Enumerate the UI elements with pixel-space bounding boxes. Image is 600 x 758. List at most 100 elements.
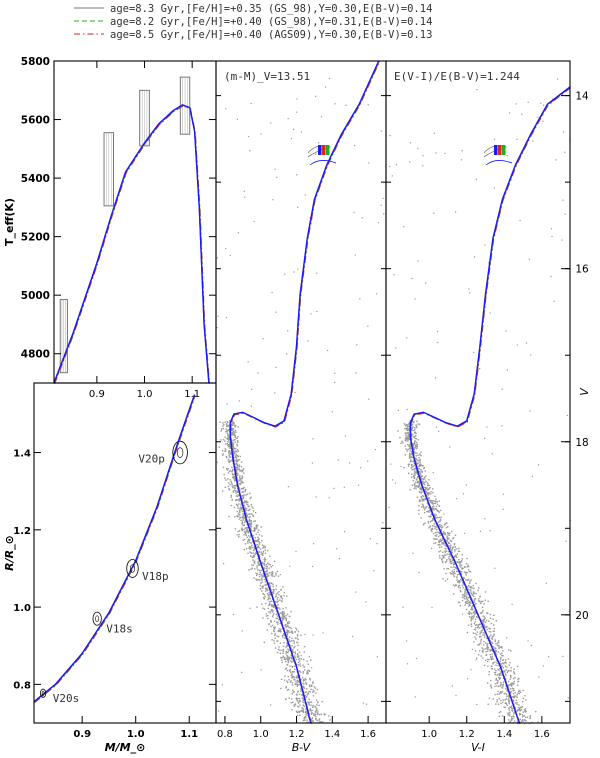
star-point <box>236 464 239 466</box>
star-point <box>258 547 260 549</box>
star-point <box>235 495 238 497</box>
star-point <box>275 600 277 603</box>
star-point <box>448 557 450 560</box>
star-point <box>509 678 512 680</box>
star-point <box>512 693 515 695</box>
star-point <box>419 464 421 466</box>
star-point <box>244 527 247 530</box>
field-star-point <box>505 330 507 332</box>
star-point <box>482 622 485 625</box>
star-point <box>312 681 314 683</box>
field-star-point <box>331 411 333 413</box>
star-point <box>409 443 411 446</box>
star-point <box>262 547 265 549</box>
star-point <box>291 698 293 700</box>
field-star-point <box>391 175 393 177</box>
star-point <box>309 684 311 686</box>
star-point <box>263 575 266 578</box>
star-point <box>499 674 501 677</box>
star-point <box>511 719 513 721</box>
star-point <box>286 664 289 666</box>
star-point <box>419 488 422 491</box>
star-point <box>303 651 305 653</box>
star-point <box>494 649 497 651</box>
field-star-point <box>234 473 236 475</box>
star-point <box>285 624 287 626</box>
star-point <box>239 509 241 511</box>
field-star-point <box>360 467 362 469</box>
star-point <box>248 520 251 523</box>
star-point <box>431 525 434 527</box>
star-point <box>246 516 248 518</box>
star-point <box>494 639 496 641</box>
star-point <box>318 713 321 716</box>
star-point <box>461 584 464 587</box>
bv-isochrone-red <box>230 61 380 724</box>
star-point <box>218 446 220 448</box>
star-point <box>479 623 481 625</box>
star-point <box>451 570 453 572</box>
star-point <box>488 627 490 630</box>
star-point <box>430 491 432 493</box>
star-point <box>470 586 472 588</box>
star-point <box>283 634 285 636</box>
field-star-point <box>274 168 276 170</box>
star-point <box>237 530 239 533</box>
vi-inset-track <box>483 145 508 158</box>
star-point <box>444 551 447 554</box>
star-point <box>483 640 485 643</box>
star-point <box>226 469 228 471</box>
y-tick-label: 5800 <box>21 56 50 68</box>
star-point <box>243 502 245 504</box>
star-point <box>250 535 252 537</box>
star-point <box>457 586 460 588</box>
star-point <box>439 540 441 542</box>
star-point <box>529 716 531 718</box>
star-point <box>501 691 504 693</box>
star-point <box>475 627 477 629</box>
star-point <box>508 719 510 721</box>
star-point <box>436 531 438 533</box>
star-point <box>292 691 294 693</box>
star-point <box>239 516 241 518</box>
star-point <box>505 674 507 676</box>
star-point <box>234 485 236 487</box>
field-star-point <box>225 316 227 319</box>
star-point <box>519 690 521 692</box>
field-star-point <box>289 565 291 567</box>
star-point <box>255 533 257 535</box>
star-point <box>482 627 484 629</box>
star-point <box>492 642 494 644</box>
star-point <box>406 429 408 431</box>
star-point <box>504 699 506 701</box>
star-point <box>275 595 277 597</box>
star-point <box>291 693 293 695</box>
star-point <box>467 588 470 591</box>
star-point <box>286 652 289 654</box>
star-point <box>273 575 276 578</box>
star-point <box>224 436 226 438</box>
star-point <box>268 572 270 574</box>
star-point <box>277 648 280 651</box>
star-point <box>461 567 463 569</box>
star-point <box>296 641 298 644</box>
star-point <box>243 524 245 526</box>
star-point <box>465 562 468 565</box>
field-star-point <box>484 518 486 520</box>
star-point <box>476 631 478 633</box>
star-point <box>232 477 235 480</box>
star-point <box>512 688 515 690</box>
star-point <box>492 663 494 665</box>
star-point <box>420 451 422 453</box>
star-point <box>483 623 485 626</box>
star-point <box>266 575 269 577</box>
star-point <box>315 710 317 713</box>
star-point <box>498 715 501 717</box>
star-point <box>482 649 484 652</box>
star-point <box>427 488 430 491</box>
star-point <box>428 507 430 509</box>
star-point <box>232 475 235 478</box>
star-point <box>437 544 439 546</box>
star-point <box>258 541 260 543</box>
star-point <box>267 573 269 575</box>
